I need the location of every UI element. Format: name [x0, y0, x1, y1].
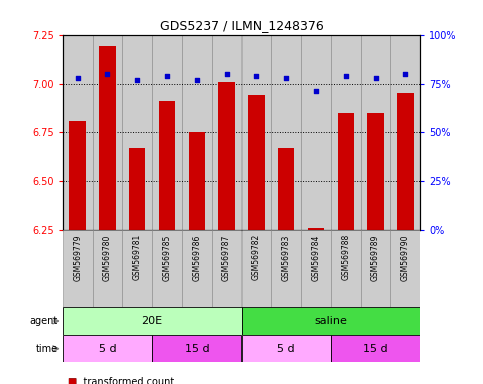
Text: GSM569787: GSM569787: [222, 234, 231, 281]
Bar: [331, 230, 361, 307]
Bar: [301, 35, 331, 230]
Text: GSM569779: GSM569779: [73, 234, 82, 281]
Bar: [242, 230, 271, 307]
Bar: [368, 113, 384, 230]
Title: GDS5237 / ILMN_1248376: GDS5237 / ILMN_1248376: [159, 19, 324, 32]
Bar: [70, 121, 86, 230]
Point: [342, 73, 350, 79]
Text: saline: saline: [314, 316, 347, 326]
Text: 20E: 20E: [142, 316, 163, 326]
Text: ■: ■: [68, 377, 77, 384]
Text: GSM569784: GSM569784: [312, 234, 320, 281]
Bar: [278, 148, 294, 230]
Bar: [271, 35, 301, 230]
Bar: [242, 307, 420, 335]
Bar: [152, 335, 242, 362]
Bar: [129, 148, 145, 230]
Bar: [361, 35, 390, 230]
Text: GSM569790: GSM569790: [401, 234, 410, 281]
Text: 5 d: 5 d: [277, 344, 295, 354]
Bar: [361, 230, 390, 307]
Bar: [182, 35, 212, 230]
Text: GSM569780: GSM569780: [103, 234, 112, 281]
Text: GSM569789: GSM569789: [371, 234, 380, 281]
Bar: [212, 230, 242, 307]
Point: [163, 73, 171, 79]
Bar: [338, 113, 354, 230]
Bar: [212, 35, 242, 230]
Text: 15 d: 15 d: [185, 344, 209, 354]
Text: GSM569781: GSM569781: [133, 234, 142, 280]
Text: GSM569786: GSM569786: [192, 234, 201, 281]
Point: [372, 74, 380, 81]
Bar: [122, 230, 152, 307]
Point: [133, 76, 141, 83]
Bar: [331, 35, 361, 230]
Bar: [63, 35, 93, 230]
Point: [253, 73, 260, 79]
Text: time: time: [36, 344, 58, 354]
Bar: [397, 93, 413, 230]
Bar: [218, 81, 235, 230]
Bar: [122, 35, 152, 230]
Bar: [63, 335, 152, 362]
Bar: [390, 35, 420, 230]
Text: GSM569782: GSM569782: [252, 234, 261, 280]
Point: [282, 74, 290, 81]
Bar: [152, 230, 182, 307]
Text: GSM569788: GSM569788: [341, 234, 350, 280]
Point: [223, 71, 230, 77]
Text: GSM569783: GSM569783: [282, 234, 291, 281]
Bar: [308, 228, 324, 230]
Bar: [271, 230, 301, 307]
Text: ■  transformed count: ■ transformed count: [68, 377, 174, 384]
Bar: [159, 101, 175, 230]
Bar: [301, 230, 331, 307]
Bar: [99, 46, 115, 230]
Bar: [390, 230, 420, 307]
Bar: [182, 230, 212, 307]
Point: [193, 76, 201, 83]
Point: [74, 74, 82, 81]
Bar: [63, 307, 242, 335]
Point: [312, 88, 320, 94]
Bar: [189, 132, 205, 230]
Text: GSM569785: GSM569785: [163, 234, 171, 281]
Point: [104, 71, 112, 77]
Text: 15 d: 15 d: [363, 344, 388, 354]
Text: 5 d: 5 d: [99, 344, 116, 354]
Bar: [63, 230, 93, 307]
Bar: [242, 335, 331, 362]
Text: agent: agent: [30, 316, 58, 326]
Bar: [93, 35, 122, 230]
Bar: [152, 35, 182, 230]
Bar: [93, 230, 122, 307]
Bar: [248, 95, 265, 230]
Bar: [242, 35, 271, 230]
Bar: [331, 335, 420, 362]
Point: [401, 71, 409, 77]
